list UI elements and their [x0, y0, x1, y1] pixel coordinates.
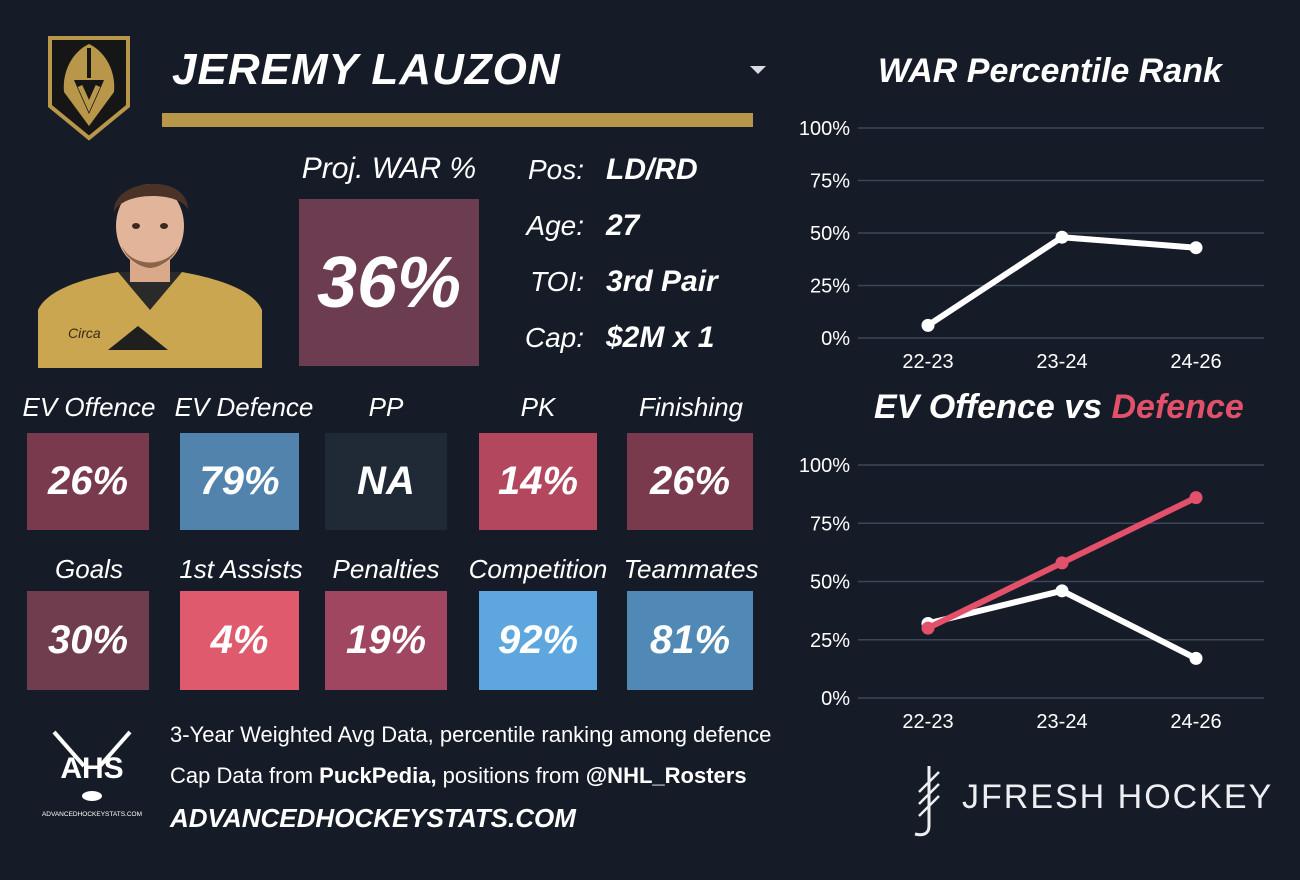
series-line [925, 234, 1199, 329]
info-pos-value: LD/RD [606, 153, 698, 186]
ev-chart-title-prefix: EV Offence vs [874, 388, 1112, 426]
metric-tile-teammates: 81% [627, 591, 753, 690]
series-line [925, 587, 1199, 662]
proj-war-value: 36% [316, 242, 462, 323]
y-tick-label: 50% [810, 223, 850, 245]
metric-label-finishing: Finishing [638, 392, 744, 422]
y-tick-label: 25% [810, 630, 850, 652]
y-tick-label: 75% [810, 171, 850, 193]
metric-value-ev-offence: 26% [47, 459, 129, 503]
metric-value-1st-assists: 4% [210, 618, 269, 662]
war-percentile-chart: 0% 25% 50% 75% 100% 22-23 23-24 24-26 [799, 118, 1264, 373]
data-point [1055, 556, 1069, 570]
data-point [921, 318, 935, 332]
metric-tile-pk: 14% [479, 433, 597, 530]
metric-value-pk: 14% [497, 459, 579, 503]
y-tick-label: 0% [821, 328, 850, 350]
metric-label-pk: PK [520, 392, 556, 422]
x-tick-label: 24-26 [1170, 351, 1221, 373]
info-age-key: Age: [526, 210, 584, 241]
info-toi-key: TOI: [530, 266, 584, 297]
war-chart-title: WAR Percentile Rank [878, 52, 1222, 90]
metric-value-pp: NA [357, 459, 415, 503]
metric-tile-penalties: 19% [325, 591, 447, 690]
footnote-nhl-rosters: @NHL_Rosters [585, 763, 747, 788]
info-toi-value: 3rd Pair [606, 265, 718, 298]
x-tick-label: 23-24 [1036, 351, 1087, 373]
proj-war-label: Proj. WAR % [301, 152, 477, 185]
data-point [1189, 241, 1203, 255]
info-age-value: 27 [606, 209, 640, 242]
metric-tile-goals: 30% [27, 591, 149, 690]
metric-label-ev-offence: EV Offence [22, 392, 156, 422]
y-tick-label: 100% [799, 118, 850, 140]
x-tick-label: 23-24 [1036, 711, 1087, 733]
info-cap-key: Cap: [524, 322, 584, 353]
player-headshot: Circa [38, 183, 262, 368]
metric-tile-finishing: 26% [627, 433, 753, 530]
y-tick-label: 25% [810, 276, 850, 298]
metric-value-ev-defence: 79% [199, 459, 280, 503]
data-point [1189, 651, 1203, 665]
metric-label-ev-defence: EV Defence [174, 392, 314, 422]
metric-tile-pp: NA [325, 433, 447, 530]
metric-label-1st-assists: 1st Assists [179, 554, 303, 584]
proj-war-tile: 36% [299, 199, 479, 366]
metric-label-penalties: Penalties [332, 554, 440, 584]
ahs-logo-text: AHS [60, 752, 123, 785]
hockey-stick-mark-icon [914, 766, 940, 837]
metric-value-finishing: 26% [649, 459, 731, 503]
metric-label-competition: Competition [468, 554, 608, 584]
metric-value-goals: 30% [47, 618, 129, 662]
y-tick-label: 0% [821, 688, 850, 710]
jfresh-hockey-brand: JFRESH HOCKEY [962, 778, 1274, 816]
ev-chart-title-defence: Defence [1111, 388, 1244, 426]
metric-tile-competition: 92% [479, 591, 597, 690]
header-underline [162, 113, 753, 127]
data-point [1055, 230, 1069, 244]
ahs-logo: AHS ADVANCEDHOCKEYSTATS.COM [42, 730, 142, 818]
data-point [1055, 584, 1069, 598]
y-tick-label: 100% [799, 455, 850, 477]
data-point [921, 621, 935, 635]
x-tick-label: 24-26 [1170, 711, 1221, 733]
metric-value-teammates: 81% [649, 618, 731, 662]
metric-label-pp: PP [368, 392, 404, 422]
metric-tile-ev-defence: 79% [180, 433, 299, 530]
svg-text:Circa: Circa [68, 325, 101, 341]
team-logo [48, 36, 130, 141]
y-tick-label: 75% [810, 513, 850, 535]
ev-offence-defence-chart: 0% 25% 50% 75% 100% 22-23 23-24 24-26 [799, 455, 1264, 733]
data-point [1189, 491, 1203, 505]
x-tick-label: 22-23 [902, 711, 953, 733]
player-name: JEREMY LAUZON [172, 45, 561, 94]
site-url[interactable]: ADVANCEDHOCKEYSTATS.COM [170, 803, 576, 833]
footnote-sources-prefix: Cap Data from [170, 763, 320, 788]
footnote-data-method: 3-Year Weighted Avg Data, percentile ran… [170, 722, 772, 747]
metric-tile-ev-offence: 26% [27, 433, 149, 530]
info-pos-key: Pos: [527, 154, 584, 185]
metric-label-goals: Goals [55, 554, 123, 584]
metric-tile-1st-assists: 4% [180, 591, 299, 690]
y-tick-label: 50% [810, 572, 850, 594]
metric-value-penalties: 19% [345, 618, 427, 662]
x-tick-label: 22-23 [902, 351, 953, 373]
player-dropdown-caret-icon[interactable] [750, 66, 766, 74]
ahs-logo-subtext: ADVANCEDHOCKEYSTATS.COM [42, 811, 142, 818]
metric-value-competition: 92% [497, 618, 579, 662]
footnote-puckpedia: PuckPedia, [319, 763, 437, 788]
footnote-positions-prefix: positions from [436, 763, 586, 788]
metric-label-teammates: Teammates [623, 554, 759, 584]
ev-chart-title: EV Offence vs Defence [874, 388, 1244, 427]
footnote-sources: Cap Data from PuckPedia, positions from … [170, 763, 747, 789]
info-cap-value: $2M x 1 [606, 321, 715, 354]
